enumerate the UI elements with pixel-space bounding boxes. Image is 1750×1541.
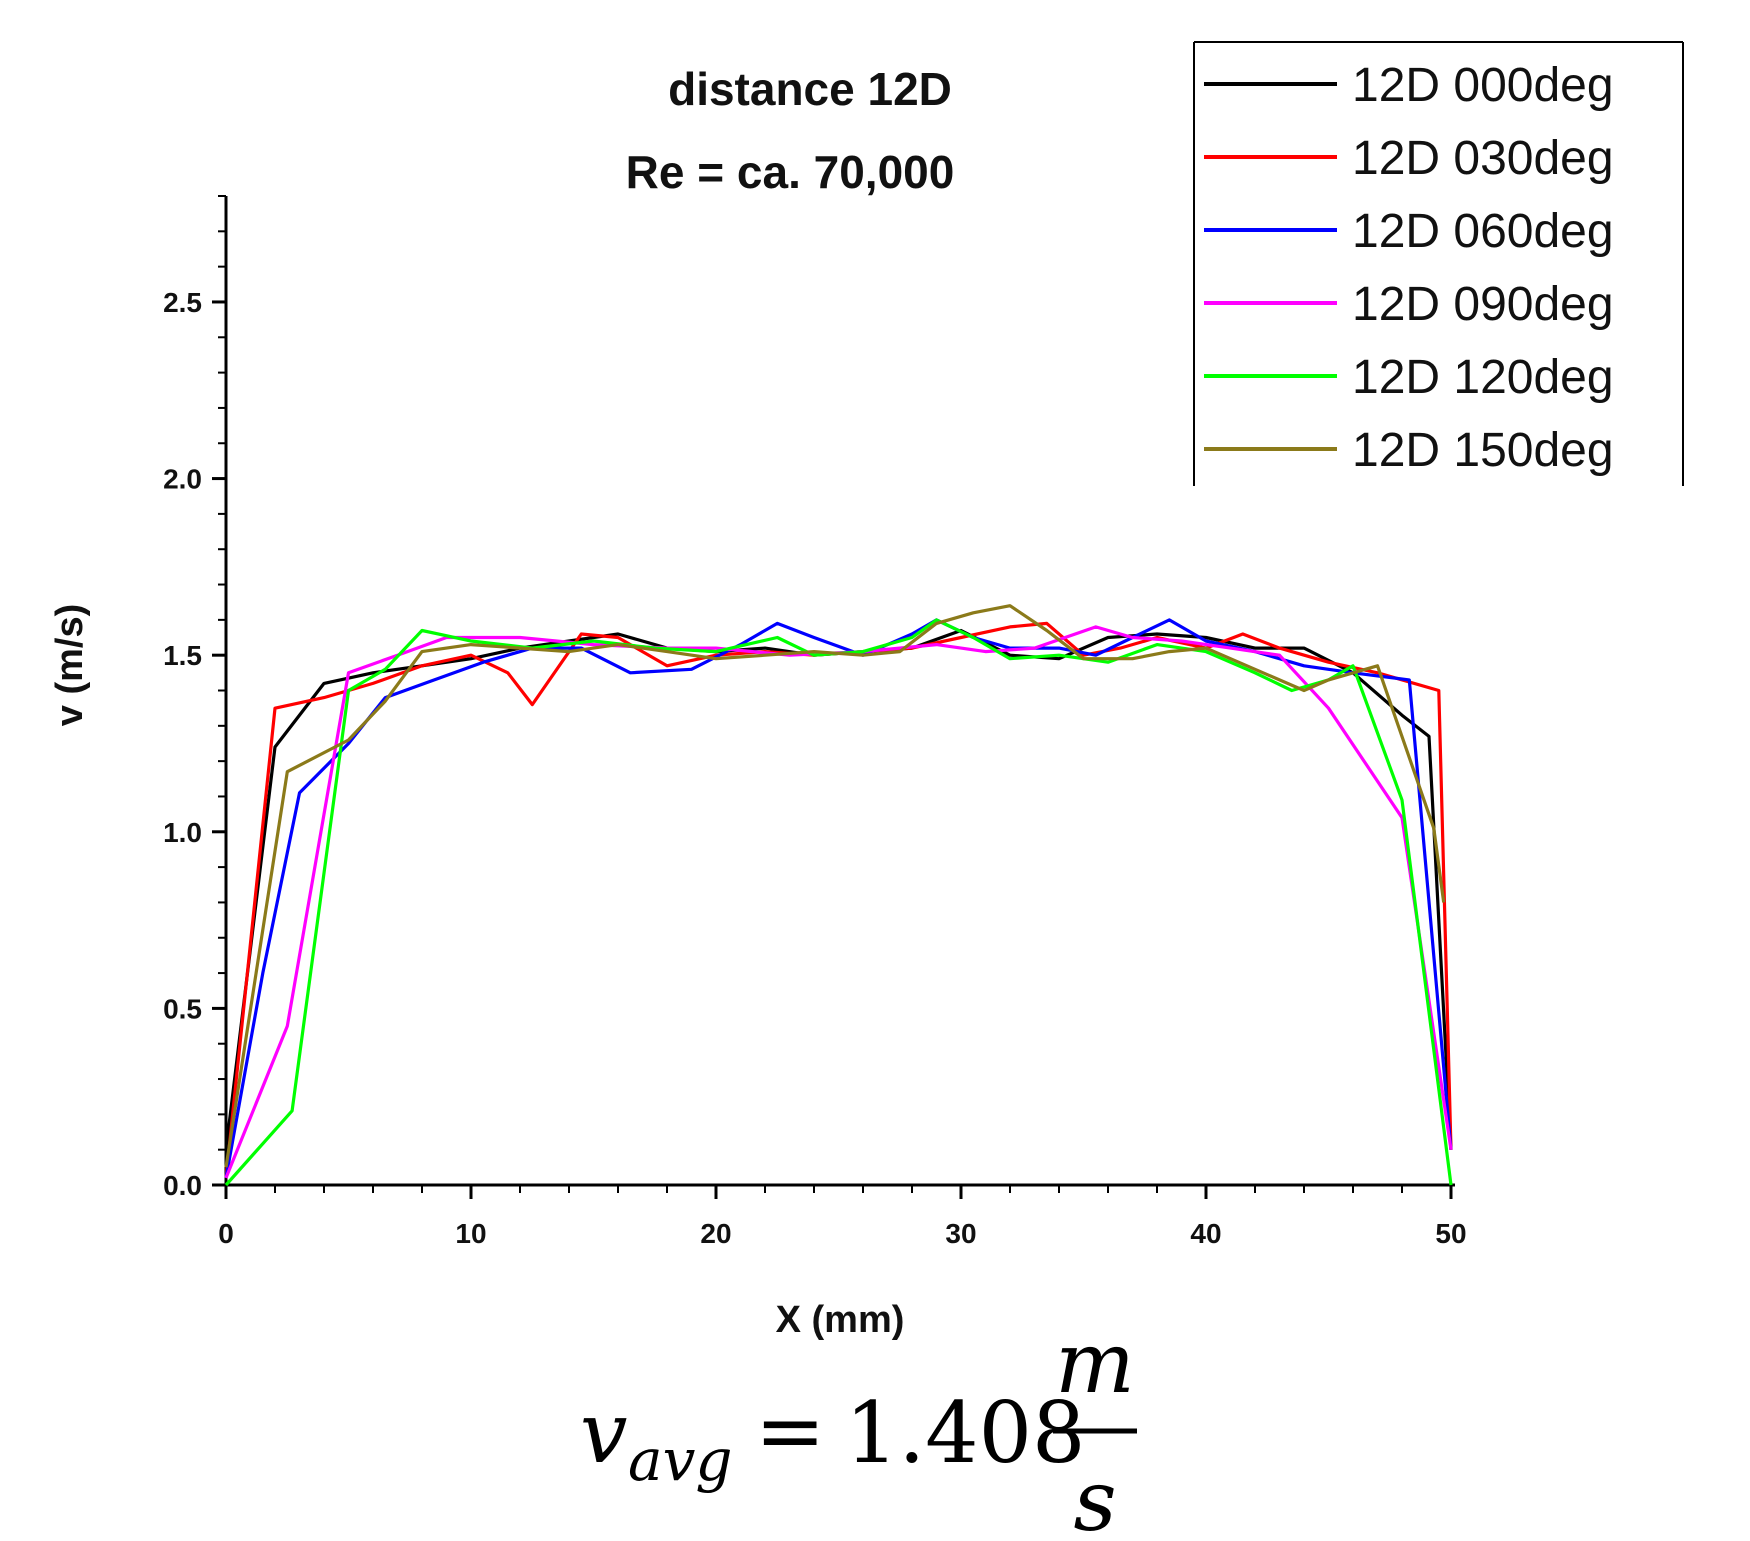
series-line-12d-060deg xyxy=(224,618,1453,1179)
y-tick-label: 2.0 xyxy=(163,464,202,495)
average-velocity-formula: v avg = 1.408 m s xyxy=(580,1314,1137,1541)
legend-items: 12D 000deg 12D 030deg 12D 060deg 12D 090deg… xyxy=(1204,59,1614,477)
axis-ticks: 0.0 0.5 1.0 1.5 2.0 2.5 0 10 20 30 40 50 xyxy=(163,195,1467,1249)
x-tick-label: 20 xyxy=(700,1218,731,1249)
y-tick-label: 0.5 xyxy=(163,993,202,1024)
formula-unit-numerator: m xyxy=(1055,1314,1135,1412)
formula-unit-denominator: s xyxy=(1073,1452,1116,1541)
x-tick-label: 50 xyxy=(1435,1218,1466,1249)
legend: 12D 000deg 12D 030deg 12D 060deg 12D 090deg… xyxy=(1193,41,1684,486)
chart-title: distance 12D xyxy=(668,63,952,115)
x-tick-label: 0 xyxy=(218,1218,234,1249)
y-tick-label: 0.0 xyxy=(163,1170,202,1201)
series-line-12d-000deg xyxy=(224,628,1453,1150)
series-line-12d-090deg xyxy=(224,625,1453,1179)
formula-symbol: v xyxy=(580,1384,627,1482)
x-tick-label: 30 xyxy=(945,1218,976,1249)
legend-label: 12D 030deg xyxy=(1352,132,1614,185)
x-tick-label: 40 xyxy=(1190,1218,1221,1249)
series-layer xyxy=(224,604,1453,1187)
formula-equals: = xyxy=(755,1382,825,1480)
x-tick-label: 10 xyxy=(455,1218,486,1249)
y-tick-label: 2.5 xyxy=(163,287,202,318)
legend-label: 12D 150deg xyxy=(1352,424,1614,477)
legend-label: 12D 090deg xyxy=(1352,278,1614,331)
legend-label: 12D 120deg xyxy=(1352,351,1614,404)
chart-subtitle: Re = ca. 70,000 xyxy=(626,146,955,198)
y-axis-label: v (m/s) xyxy=(49,604,91,726)
y-tick-label: 1.5 xyxy=(163,640,202,671)
legend-label: 12D 000deg xyxy=(1352,59,1614,112)
y-tick-label: 1.0 xyxy=(163,817,202,848)
formula-subscript: avg xyxy=(628,1426,732,1494)
series-line-12d-150deg xyxy=(224,604,1446,1168)
formula-value: 1.408 xyxy=(845,1384,1085,1482)
series-line-12d-120deg xyxy=(224,618,1453,1187)
x-axis-label: X (mm) xyxy=(776,1299,905,1341)
legend-label: 12D 060deg xyxy=(1352,205,1614,258)
series-line-12d-030deg xyxy=(224,621,1453,1179)
